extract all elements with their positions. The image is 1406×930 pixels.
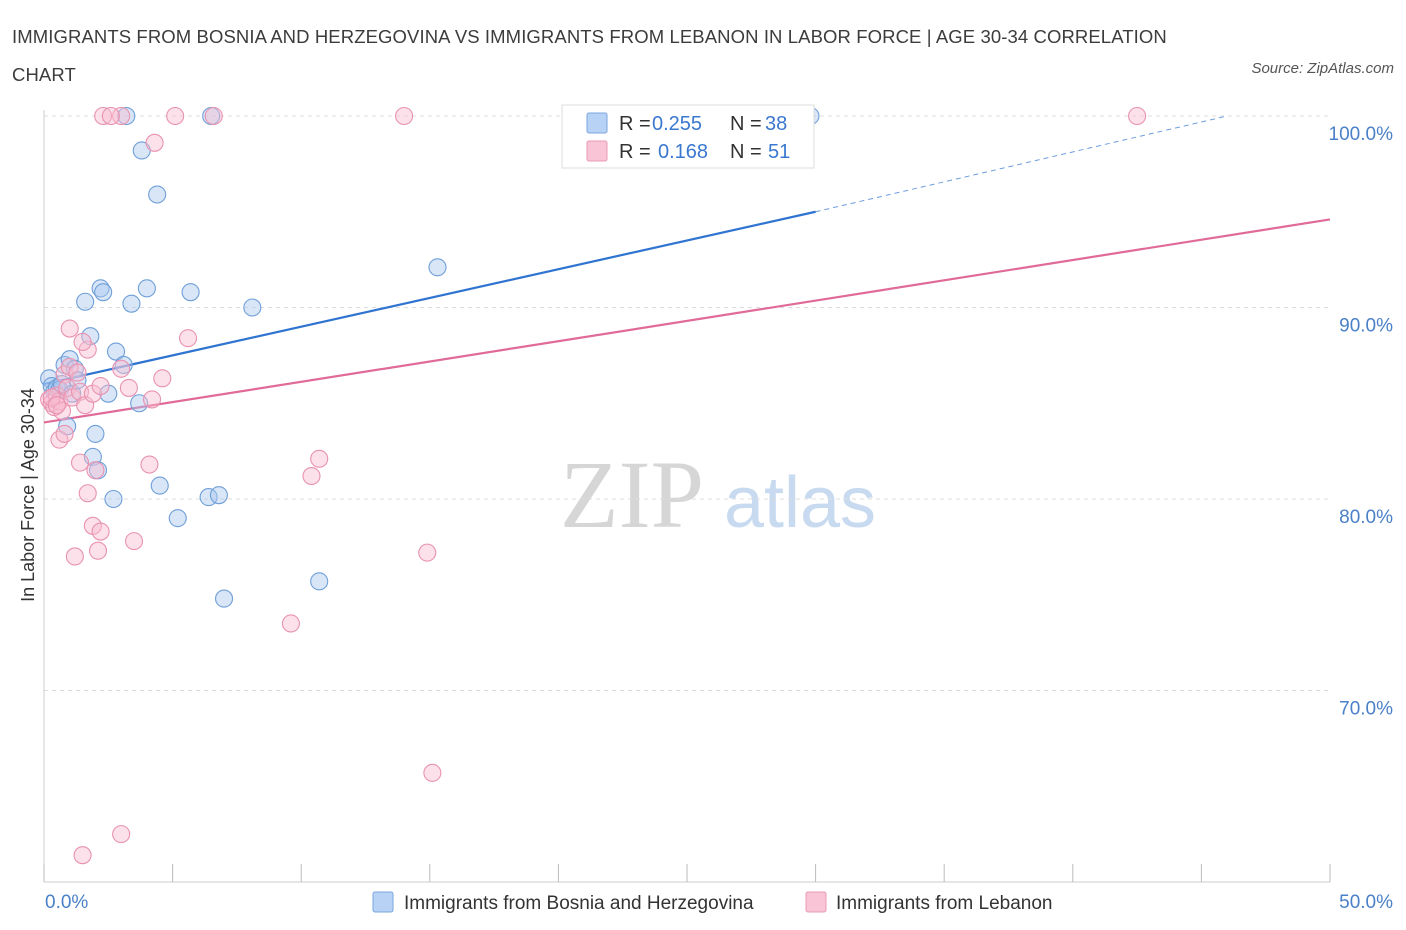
point-lebanon [1128,106,1147,126]
source-label: Source: ZipAtlas.com [1251,60,1394,77]
point-lebanon [178,329,198,348]
point-bosnia [243,298,262,317]
y-axis-label: In Labor Force | Age 30-34 [18,388,38,602]
point-bosnia [99,384,118,403]
y-tick-label: 80.0% [1339,507,1393,528]
point-lebanon [55,424,74,443]
x-tick-label: 50.0% [1339,892,1393,913]
point-lebanon [88,541,108,560]
point-lebanon [418,543,437,562]
point-lebanon [83,384,102,403]
x-tick-label: 0.0% [45,892,88,913]
point-lebanon [70,453,90,472]
point-bosnia [76,292,95,311]
point-bosnia [214,589,234,608]
watermark-atlas: atlas [724,463,876,543]
point-lebanon [166,106,185,126]
legend-bottom-swatch-bosnia [372,891,394,913]
point-lebanon [94,106,113,126]
point-lebanon [91,376,110,396]
legend-swatch-bosnia [586,112,608,134]
point-bosnia [86,424,105,443]
point-bosnia [148,185,167,204]
chart-title: IMMIGRANTS FROM BOSNIA AND HERZEGOVINA V… [12,26,1167,85]
point-lebanon [101,106,120,126]
point-lebanon [78,484,97,503]
point-bosnia [428,258,447,277]
legend-top: R = 0.255 N = 38 R = 0.168 N = 51 [561,104,815,169]
point-lebanon [112,106,131,126]
watermark-zip: ZIP [560,441,704,548]
legend-r-label-lebanon: R = [619,141,651,163]
trend-line-lebanon [43,218,1331,424]
point-bosnia [104,489,123,509]
point-bosnia [106,342,126,361]
point-lebanon [73,332,92,352]
legend-bottom-swatch-lebanon [805,891,827,913]
point-lebanon [52,401,72,420]
legend-swatch-lebanon [586,140,608,162]
point-bosnia [181,283,200,302]
legend-bottom-label-lebanon: Immigrants from Lebanon [836,893,1053,914]
legend-bottom: Immigrants from Bosnia and Herzegovina I… [372,891,1053,914]
point-bosnia [94,283,113,302]
point-bosnia [137,279,156,298]
point-lebanon [124,532,144,551]
point-lebanon [60,319,79,338]
data-points [40,106,1147,865]
point-bosnia [122,294,141,313]
point-lebanon [112,359,131,378]
grid-lines [44,115,1330,691]
point-lebanon [204,106,223,126]
point-lebanon [395,106,414,126]
point-lebanon [119,378,138,397]
point-lebanon [142,390,162,409]
legend-n-value-bosnia: 38 [765,113,787,135]
y-tick-label: 90.0% [1339,316,1393,337]
y-tick-label: 70.0% [1339,699,1393,720]
point-bosnia [310,572,329,591]
point-bosnia [168,509,187,528]
axes [43,110,1331,883]
point-lebanon [50,430,69,449]
point-lebanon [140,455,159,474]
trend-lines [43,115,1331,424]
point-lebanon [302,466,321,486]
legend-r-value-lebanon: 0.168 [658,141,708,163]
point-bosnia [209,486,228,505]
legend-r-label-bosnia: R = [619,113,651,135]
point-lebanon [47,396,66,415]
trend-line-bosnia [43,210,816,386]
point-lebanon [423,763,442,782]
point-lebanon [86,461,105,480]
x-tick-labels: 0.0% 50.0% [45,892,1393,913]
legend-r-value-bosnia: 0.255 [652,113,702,135]
point-lebanon [65,547,84,566]
point-lebanon [310,449,329,468]
legend-n-label-bosnia: N = [730,113,762,135]
y-tick-labels: 70.0% 80.0% 90.0% 100.0% [1329,124,1394,720]
point-lebanon [153,369,172,388]
legend-n-value-lebanon: 51 [768,141,790,163]
point-bosnia [150,476,169,495]
trend-line-bosnia-extension [815,115,1228,213]
point-lebanon [145,133,164,152]
watermark: ZIP atlas [560,441,876,548]
point-lebanon [68,363,87,382]
point-lebanon [91,522,110,541]
point-bosnia [117,106,136,126]
point-lebanon [73,846,92,865]
legend-bottom-label-bosnia: Immigrants from Bosnia and Herzegovina [404,893,754,914]
legend-n-label-lebanon: N = [730,141,762,163]
point-lebanon [281,614,300,633]
point-lebanon [112,825,131,844]
y-tick-label: 100.0% [1329,124,1394,145]
